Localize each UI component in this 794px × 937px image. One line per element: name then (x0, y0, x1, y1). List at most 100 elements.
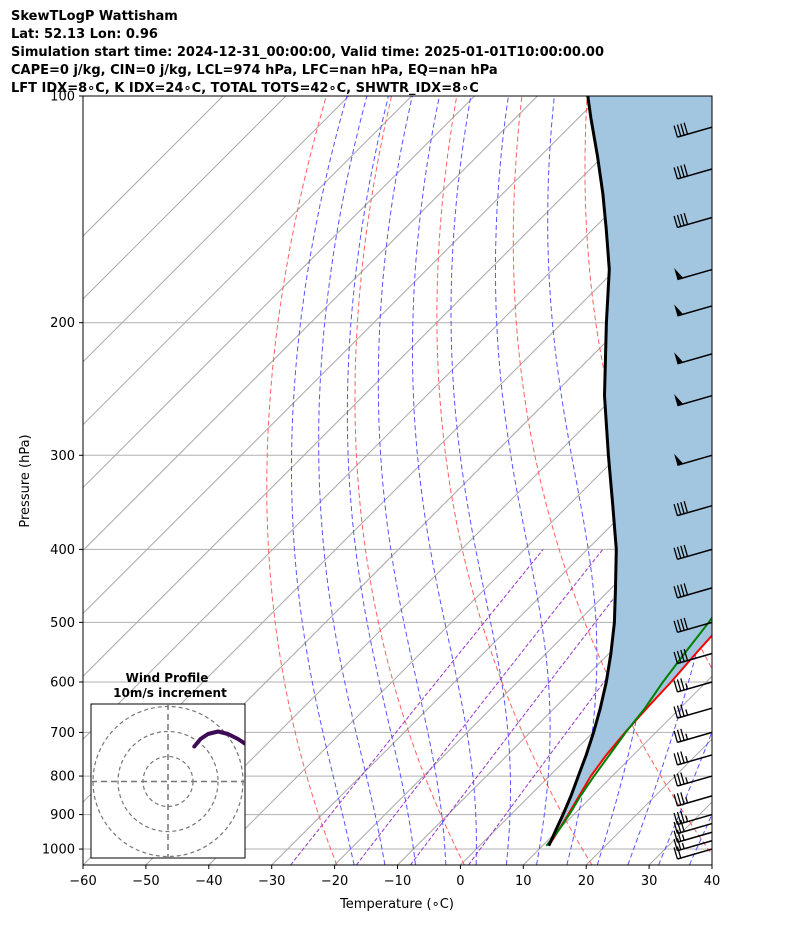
hodograph-ring (117, 730, 219, 833)
wind-barb-feather (673, 730, 679, 743)
wind-barb-feather (683, 501, 689, 513)
isotherm-gridline (460, 612, 712, 865)
wind-barb-feather (676, 820, 682, 833)
wind-barb (674, 267, 713, 281)
wind-barb-feather (680, 772, 685, 785)
indices-line-1: CAPE=0 j/kg, CIN=0 j/kg, LCL=974 hPa, LF… (11, 63, 498, 78)
wind-barb-staff (677, 831, 713, 843)
wind-barb-feather (673, 680, 679, 693)
wind-barb-feather (676, 619, 682, 632)
wind-barb (673, 772, 713, 787)
wind-barb (673, 728, 713, 744)
wind-barb-feather (676, 793, 682, 806)
wind-barb (674, 394, 713, 407)
wind-barb (673, 501, 713, 517)
wind-barb-feather (676, 214, 682, 227)
wind-barb-feather (680, 545, 685, 558)
moist-adiabat (720, 96, 794, 865)
wind-barb-staff (677, 548, 713, 561)
x-tick-label: 30 (641, 874, 658, 889)
wind-barb-feather (680, 502, 685, 514)
x-tick-label: −60 (69, 874, 96, 889)
wind-barb (673, 751, 713, 766)
y-tick-label: 1000 (42, 843, 75, 858)
axis-ticks: −60 −50 −40 −30 −20 −10 0 10 20 30 40 100 200 300 400 5… (42, 90, 720, 890)
wind-barb-feather (680, 123, 685, 136)
temperature-profile-line (547, 634, 712, 847)
wind-barb-feather (676, 650, 682, 663)
wind-barb-staff (677, 822, 713, 835)
wind-barb-staff (677, 504, 713, 517)
wind-barb-feather (673, 794, 679, 807)
wind-barb-pennant (674, 352, 684, 364)
wind-barb-staff (677, 840, 713, 852)
wind-barb (673, 678, 713, 693)
wind-barb-feather (676, 705, 682, 718)
wind-barb-staff (677, 652, 713, 665)
wind-barb (673, 704, 713, 719)
isotherm-gridline (83, 109, 712, 740)
wind-barb-feather (673, 503, 679, 516)
isotherm-gridline (83, 96, 413, 426)
wind-barb-pennant (674, 304, 684, 316)
wind-barb-feather (673, 812, 679, 825)
y-axis-label: Pressure (hPa) (18, 434, 33, 527)
wind-barb-feather (680, 618, 685, 631)
wind-barb-staff (677, 707, 713, 719)
y-tick-label: 300 (50, 449, 75, 464)
wind-barb (674, 453, 713, 466)
y-tick-label: 100 (50, 90, 75, 105)
wind-barb-feather (676, 166, 682, 179)
profile-lines (545, 96, 712, 847)
wind-barb-staff (677, 168, 713, 180)
wind-barb-feather (676, 811, 682, 824)
moist-adiabat (377, 96, 447, 865)
wind-barb-staff (677, 126, 713, 138)
dry-adiabat (266, 96, 338, 865)
wind-barb-feather (673, 774, 679, 787)
wind-barb-feather (680, 213, 685, 226)
wind-barb (673, 819, 713, 835)
wind-barb (673, 583, 713, 599)
isotherm-gridline (83, 96, 475, 489)
chart-title: SkewTLogP Wattisham (11, 9, 178, 24)
isotherm-gridline (83, 96, 287, 300)
wind-barb (673, 838, 713, 852)
wind-barb-staff (677, 795, 713, 807)
wind-barb-feather (683, 648, 689, 661)
wind-barb (673, 648, 713, 665)
wind-barb (673, 846, 713, 860)
chart-header: SkewTLogP Wattisham Lat: 52.13 Lon: 0.96… (11, 8, 604, 98)
isotherm-gridline (83, 96, 224, 237)
moist-adiabat (318, 96, 386, 865)
wind-barb-staff (677, 775, 713, 787)
moist-adiabat (346, 96, 416, 865)
dry-adiabat (436, 96, 593, 865)
wind-barb-feather (673, 753, 679, 766)
wind-barb-feather (673, 651, 679, 664)
y-tick-label: 600 (50, 675, 75, 690)
wind-barb-feather (680, 792, 685, 805)
indices-line-2: LFT IDX=8∘C, K IDX=24∘C, TOTAL TOTS=42∘C… (11, 81, 479, 96)
wind-barb-feather (680, 728, 685, 741)
wind-barb-half-feather (685, 796, 689, 804)
wind-barb-half-feather (685, 815, 689, 822)
hodograph-title: Wind Profile (126, 671, 209, 685)
wind-barb-half-feather (685, 777, 689, 784)
mixing-ratio-line (290, 549, 544, 865)
wind-barb-feather (673, 821, 679, 834)
moist-adiabat (291, 96, 355, 865)
wind-barb-staff (677, 813, 713, 826)
cape-cin-fill (548, 96, 712, 846)
wind-barb-feather (680, 704, 685, 717)
wind-barb-feather (683, 212, 689, 225)
wind-barb-staff (677, 848, 713, 860)
wind-barb-feather (676, 752, 682, 765)
wind-barb-feather (683, 617, 689, 630)
wind-barb-pennant (674, 394, 684, 406)
hodograph-subtitle: 10m/s increment (113, 686, 227, 700)
hodograph-plot (91, 704, 245, 858)
wind-barb-feather (680, 751, 685, 764)
wind-barb-pennant (674, 267, 684, 280)
wind-barb-half-feather (685, 756, 689, 763)
